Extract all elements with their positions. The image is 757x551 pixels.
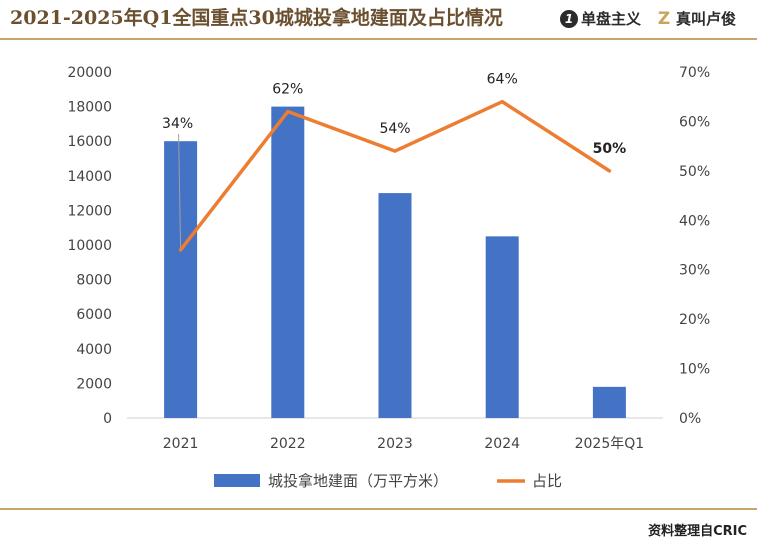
combo-chart: 0 2000 4000 6000 8000 10000 12000 14000 16000 180…	[67, 65, 710, 490]
page-title: 2021-2025年Q1全国重点30城城投拿地建面及占比情况	[10, 7, 503, 29]
y-right-tick-label: 40%	[679, 213, 710, 229]
legend-label: 占比	[532, 472, 562, 490]
data-label: 62%	[272, 82, 303, 98]
legend-label: 城投拿地建面（万平方米）	[268, 472, 448, 490]
footer-divider	[0, 508, 757, 510]
brand-name: 真叫卢俊	[676, 10, 737, 28]
y-left-tick-label: 18000	[67, 100, 112, 116]
y-right-tick-label: 70%	[679, 65, 710, 81]
y-right-tick-label: 60%	[679, 114, 710, 130]
x-tick-label: 2022	[270, 436, 306, 452]
line-series-share	[178, 99, 612, 252]
y-left-tick-label: 8000	[76, 273, 112, 289]
y-left-tick-label: 12000	[67, 203, 112, 219]
y-left-tick-label: 14000	[67, 169, 112, 185]
data-label-leader-line	[178, 133, 182, 250]
brand-name: 单盘主义	[581, 10, 642, 28]
y-left-tick-label: 20000	[67, 65, 112, 81]
x-tick-label: 2024	[484, 436, 520, 452]
y-left-tick-label: 16000	[67, 134, 112, 150]
y-right-tick-label: 20%	[679, 312, 710, 328]
danpanzhuyi-logo-icon: 1	[560, 9, 578, 28]
bar	[164, 141, 198, 418]
data-label: 54%	[379, 121, 410, 137]
y-left-tick-label: 4000	[76, 342, 112, 358]
header-divider	[0, 38, 757, 40]
y-right-tick-label: 0%	[679, 411, 701, 427]
bar	[485, 236, 519, 418]
bar	[592, 386, 626, 418]
zhenjiaolujun-logo-icon: Z	[657, 8, 671, 29]
y-right-tick-label: 50%	[679, 164, 710, 180]
bar	[378, 193, 412, 418]
brand-zhenjiaolujun: Z 真叫卢俊	[656, 8, 736, 29]
y-left-tick-label: 2000	[76, 376, 112, 392]
data-label: 64%	[487, 72, 518, 88]
brand-danpanzhuyi: 1 单盘主义	[560, 8, 641, 29]
y-left-tick-label: 10000	[67, 238, 112, 254]
y-right-tick-label: 30%	[679, 263, 710, 279]
x-tick-label: 2025年Q1	[575, 436, 645, 452]
bar	[271, 106, 305, 418]
x-tick-label: 2021	[163, 436, 199, 452]
x-tick-label: 2023	[377, 436, 413, 452]
source-note: 资料整理自CRIC	[648, 524, 747, 539]
y-right-tick-label: 10%	[679, 362, 710, 378]
y-left-tick-label: 6000	[76, 307, 112, 323]
data-label: 34%	[162, 116, 193, 132]
header: 2021-2025年Q1全国重点30城城投拿地建面及占比情况 1 单盘主义 Z …	[0, 0, 757, 36]
data-label: 50%	[593, 141, 627, 157]
legend-swatch-bar	[214, 474, 260, 487]
y-left-tick-label: 0	[103, 411, 112, 427]
